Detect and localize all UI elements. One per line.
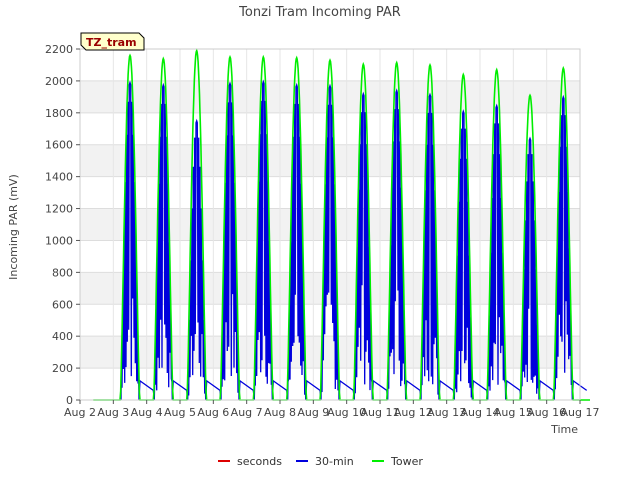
x-tick-label: Aug 7 bbox=[231, 406, 263, 419]
x-tick-label: Aug 13 bbox=[427, 406, 466, 419]
x-tick-label: Aug 3 bbox=[97, 406, 129, 419]
plot-border bbox=[79, 48, 581, 401]
y-tick-label: 2200 bbox=[45, 43, 73, 56]
grid-band bbox=[80, 144, 580, 177]
x-tick-label: Aug 6 bbox=[197, 406, 229, 419]
annotation-label: TZ_tram bbox=[86, 36, 137, 49]
x-axis-label: Time bbox=[550, 423, 578, 436]
x-tick-label: Aug 5 bbox=[164, 406, 196, 419]
legend: seconds 30-min Tower bbox=[218, 455, 423, 468]
y-tick-label: 400 bbox=[52, 330, 73, 343]
y-tick-label: 2000 bbox=[45, 75, 73, 88]
x-axis: Aug 2 Aug 3 Aug 4 Aug 5 Aug 6 Aug 7 Aug 8 Aug 9… bbox=[64, 400, 599, 419]
x-tick-label: Aug 2 bbox=[64, 406, 96, 419]
y-tick-label: 0 bbox=[66, 394, 73, 407]
y-tick-label: 800 bbox=[52, 266, 73, 279]
grid-band bbox=[80, 272, 580, 305]
y-tick-label: 1200 bbox=[45, 203, 73, 216]
annotation-box-shape bbox=[80, 32, 145, 51]
y-tick-label: 1000 bbox=[45, 234, 73, 247]
grid-band bbox=[80, 208, 580, 241]
x-tick-label: Aug 14 bbox=[461, 406, 500, 419]
x-tick-label: Aug 16 bbox=[527, 406, 566, 419]
x-tick-label: Aug 10 bbox=[327, 406, 366, 419]
legend-label: Tower bbox=[390, 455, 423, 468]
x-tick-label: Aug 9 bbox=[297, 406, 329, 419]
x-tick-label: Aug 4 bbox=[131, 406, 163, 419]
y-tick-label: 600 bbox=[52, 298, 73, 311]
y-tick-label: 1400 bbox=[45, 171, 73, 184]
x-tick-label: Aug 11 bbox=[361, 406, 400, 419]
legend-label: 30-min bbox=[315, 455, 354, 468]
annotation-box: TZ_tram bbox=[80, 32, 145, 51]
x-tick-label: Aug 12 bbox=[394, 406, 433, 419]
y-tick-label: 200 bbox=[52, 362, 73, 375]
x-tick-label: Aug 8 bbox=[264, 406, 296, 419]
grid-band bbox=[80, 336, 580, 369]
y-axis-label: Incoming PAR (mV) bbox=[7, 174, 20, 280]
y-tick-label: 1600 bbox=[45, 139, 73, 152]
x-tick-label: Aug 17 bbox=[561, 406, 600, 419]
x-tick-label: Aug 15 bbox=[494, 406, 533, 419]
chart-title: Tonzi Tram Incoming PAR bbox=[238, 5, 401, 20]
y-tick-label: 1800 bbox=[45, 107, 73, 120]
legend-label: seconds bbox=[237, 455, 282, 468]
y-axis: 0 200 400 600 800 1000 1200 1400 1600 1800 2000 220… bbox=[45, 43, 80, 407]
plot-bands bbox=[80, 80, 580, 369]
